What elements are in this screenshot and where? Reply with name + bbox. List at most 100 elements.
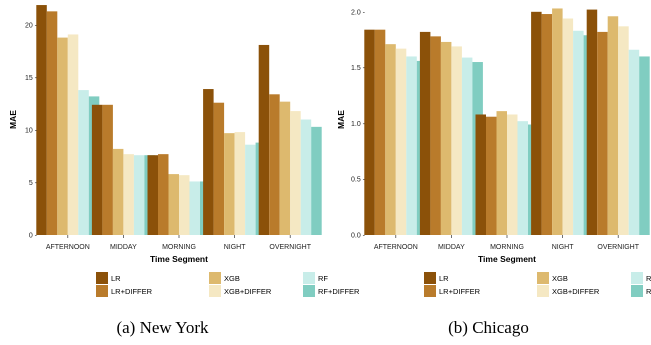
bar-ny-afternoon-xgb-differ: [67, 34, 79, 236]
bar-ny-midday-rf: [133, 155, 145, 235]
bar-ny-afternoon-lr-differ: [46, 11, 58, 235]
y-tick-label: 5 -: [29, 180, 38, 187]
bar-chi-midday-rf: [461, 57, 473, 235]
legend-label: XGB+DIFFER: [552, 287, 600, 296]
legend-swatch: [209, 285, 221, 297]
bar-ny-overnight-rf-differ: [311, 126, 322, 235]
bar-ny-overnight-lr: [258, 44, 270, 236]
x-tick-label: OVERNIGHT: [269, 244, 311, 251]
y-tick-label: 0.5 -: [351, 177, 366, 184]
bar-chi-morning-rf: [517, 121, 528, 235]
x-axis-title: Time Segment: [150, 254, 208, 264]
bar-chi-afternoon-lr: [364, 29, 375, 236]
bar-ny-morning-lr: [147, 155, 158, 235]
legend-label: RF: [318, 274, 328, 283]
bar-ny-night-lr: [203, 89, 214, 235]
bar-ny-morning-xgb-differ: [179, 175, 190, 235]
y-axis-title: MAE: [8, 110, 18, 129]
y-tick-label: 0.0 -: [351, 233, 366, 240]
bar-chi-afternoon-xgb: [385, 44, 396, 235]
x-tick-label: AFTERNOON: [374, 244, 418, 251]
bar-ny-overnight-lr-differ: [269, 94, 280, 235]
legend-label: RF+DIFFER: [318, 287, 360, 296]
bar-ny-morning-rf: [189, 181, 200, 235]
bar-ny-morning-xgb: [168, 174, 179, 235]
legend-label: RF: [646, 274, 651, 283]
legend-label: XGB: [552, 274, 568, 283]
bar-ny-overnight-rf: [300, 119, 312, 235]
bar-chi-night-lr-differ: [541, 14, 553, 236]
y-tick-label: 15 -: [25, 75, 38, 82]
bar-chi-overnight-lr: [586, 9, 598, 235]
bar-ny-midday-lr-differ: [102, 104, 113, 235]
legend-swatch: [303, 272, 315, 284]
bar-chi-midday-lr: [419, 31, 431, 236]
y-tick-label: 10 -: [25, 128, 38, 135]
bar-ny-night-xgb: [224, 133, 235, 235]
y-tick-label: 1.5 -: [351, 65, 366, 72]
x-tick-label: NIGHT: [552, 244, 575, 251]
legend-swatch: [631, 285, 643, 297]
bar-chi-overnight-rf: [628, 49, 640, 235]
legend-label: RF+DIFFER: [646, 287, 651, 296]
y-tick-label: 1.0 -: [351, 121, 366, 128]
legend-swatch: [424, 272, 436, 284]
legend-swatch: [631, 272, 643, 284]
legend-label: XGB+DIFFER: [224, 287, 272, 296]
bar-ny-midday-xgb: [112, 148, 124, 235]
bar-ny-morning-lr-differ: [158, 154, 169, 235]
bar-chi-night-xgb: [552, 8, 563, 235]
legend-label: LR+DIFFER: [439, 287, 481, 296]
bar-chi-overnight-xgb: [607, 16, 619, 236]
bar-chi-morning-lr: [475, 114, 486, 235]
bar-chi-midday-xgb: [440, 41, 452, 235]
legend-swatch: [537, 272, 549, 284]
chart-ny: AFTERNOON MIDDAY MORNING NIGHT OVERNIGHT 0 - 5…: [8, 5, 360, 297]
bar-ny-night-lr-differ: [213, 102, 225, 235]
y-tick-label: 0 -: [29, 233, 38, 240]
bar-ny-afternoon-rf: [78, 90, 89, 235]
bar-chi-morning-xgb: [496, 111, 507, 235]
bar-chi-afternoon-lr-differ: [374, 29, 386, 236]
legend-swatch: [303, 285, 315, 297]
legend-swatch: [209, 272, 221, 284]
bar-ny-afternoon-lr: [36, 5, 47, 235]
y-tick-label: 20 -: [25, 23, 38, 30]
x-tick-label: AFTERNOON: [46, 244, 90, 251]
bar-chi-midday-lr-differ: [430, 36, 441, 235]
bar-ny-midday-lr: [91, 104, 103, 235]
chart-chi: AFTERNOON MIDDAY MORNING NIGHT OVERNIGHT 0.0 …: [336, 8, 651, 297]
bar-chi-night-lr: [531, 11, 542, 236]
x-tick-label: NIGHT: [224, 244, 247, 251]
x-tick-label: MIDDAY: [110, 244, 137, 251]
bar-chi-overnight-rf-differ: [639, 56, 650, 236]
bar-ny-overnight-xgb-differ: [290, 111, 301, 235]
bar-ny-midday-xgb-differ: [123, 154, 134, 235]
legend-label: LR: [111, 274, 121, 283]
x-tick-label: OVERNIGHT: [597, 244, 639, 251]
y-axis-title: MAE: [336, 110, 346, 129]
legend-chi: LR LR+DIFFER XGB XGB+DIFFER RF RF+DIFFER: [424, 272, 651, 297]
x-tick-label: MIDDAY: [438, 244, 465, 251]
legend-ny: LR LR+DIFFER XGB XGB+DIFFER RF RF+DIFFER: [96, 272, 360, 297]
legend-label: XGB: [224, 274, 240, 283]
x-tick-label: MORNING: [162, 244, 196, 251]
legend-swatch: [424, 285, 436, 297]
bar-ny-night-xgb-differ: [234, 132, 246, 235]
y-tick-label: 2.0 -: [351, 9, 366, 16]
bar-chi-afternoon-xgb-differ: [395, 48, 407, 235]
bar-chi-morning-xgb-differ: [507, 114, 518, 235]
legend-swatch: [537, 285, 549, 297]
x-tick-label: MORNING: [490, 244, 524, 251]
bar-chi-midday-xgb-differ: [451, 46, 462, 235]
bar-chi-night-rf: [573, 30, 584, 236]
bar-ny-night-rf: [245, 144, 256, 235]
caption-chicago: (b) Chicago: [448, 318, 529, 337]
bar-ny-afternoon-xgb: [57, 37, 68, 235]
bar-chi-afternoon-rf: [406, 56, 417, 236]
caption-new-york: (a) New York: [116, 318, 209, 337]
legend-swatch: [96, 272, 108, 284]
bar-chi-overnight-lr-differ: [597, 31, 608, 236]
bar-chi-overnight-xgb-differ: [618, 26, 629, 235]
